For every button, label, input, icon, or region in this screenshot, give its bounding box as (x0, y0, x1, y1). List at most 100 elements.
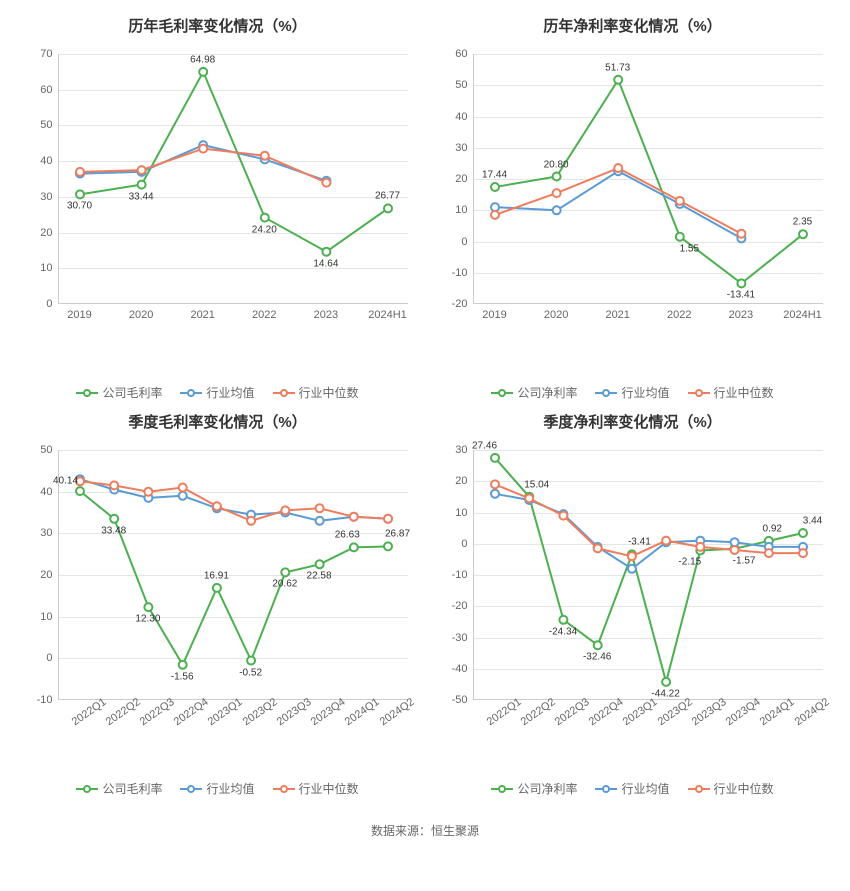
legend-label: 行业均值 (621, 780, 669, 797)
series-marker-industry_median (491, 211, 499, 219)
x-tick-label: 2023 (729, 303, 753, 321)
series-marker-company (799, 529, 807, 537)
series-marker-industry_median (76, 477, 84, 485)
series-marker-company (662, 678, 670, 686)
legend-item-company[interactable]: 公司毛利率 (76, 780, 162, 797)
series-marker-company (349, 543, 357, 551)
legend-item-company[interactable]: 公司净利率 (491, 384, 577, 401)
chart-box: 010203040506070201920202021202220232024H… (18, 44, 418, 344)
series-marker-industry_avg (315, 517, 323, 525)
x-tick-label: 2020 (129, 303, 153, 321)
x-tick-label: 2020 (544, 303, 568, 321)
y-tick-label: 20 (455, 475, 473, 487)
series-marker-industry_median (675, 197, 683, 205)
y-tick-label: -20 (452, 298, 474, 310)
y-tick-label: 30 (455, 142, 473, 154)
legend-item-company[interactable]: 公司净利率 (491, 780, 577, 797)
series-marker-company (322, 248, 330, 256)
y-tick-label: -50 (452, 694, 474, 706)
series-marker-industry_median (491, 480, 499, 488)
data-source-footer: 数据来源：恒生聚源 (10, 822, 840, 839)
series-marker-company (384, 204, 392, 212)
series-marker-industry_median (322, 179, 330, 187)
legend-item-industry_avg[interactable]: 行业均值 (180, 780, 254, 797)
series-marker-industry_median (614, 164, 622, 172)
series-marker-industry_median (281, 506, 289, 514)
y-tick-label: 30 (40, 527, 58, 539)
y-tick-label: 10 (40, 611, 58, 623)
x-tick-label: 2021 (605, 303, 629, 321)
legend-label: 行业中位数 (714, 384, 774, 401)
plot-area: -20-100102030405060201920202021202220232… (473, 54, 823, 304)
y-tick-label: 50 (455, 79, 473, 91)
x-tick-label: 2024H1 (783, 303, 822, 321)
series-marker-industry_median (76, 168, 84, 176)
y-tick-label: 30 (40, 191, 58, 203)
legend-label: 行业均值 (206, 780, 254, 797)
chart-panel-annual-net: 历年净利率变化情况（%）-20-100102030405060201920202… (425, 10, 840, 406)
chart-svg (59, 450, 408, 699)
plot-area: 010203040506070201920202021202220232024H… (58, 54, 408, 304)
series-line-industry_median (80, 481, 388, 521)
series-marker-company (76, 190, 84, 198)
legend-item-industry_median[interactable]: 行业中位数 (273, 780, 359, 797)
y-tick-label: 20 (40, 569, 58, 581)
x-tick-label: 2022 (667, 303, 691, 321)
legend-swatch (180, 388, 202, 398)
x-tick-label: 2019 (67, 303, 91, 321)
chart-box: -20-100102030405060201920202021202220232… (433, 44, 833, 344)
legend-item-company[interactable]: 公司毛利率 (76, 384, 162, 401)
series-marker-industry_median (212, 502, 220, 510)
legend-item-industry_median[interactable]: 行业中位数 (688, 780, 774, 797)
series-marker-industry_median (764, 549, 772, 557)
series-marker-company (110, 515, 118, 523)
series-marker-company (144, 603, 152, 611)
y-tick-label: 10 (40, 262, 58, 274)
y-tick-label: 0 (46, 298, 58, 310)
series-marker-company (315, 560, 323, 568)
series-marker-industry_median (627, 552, 635, 560)
y-tick-label: 40 (40, 155, 58, 167)
legend-label: 行业均值 (621, 384, 669, 401)
series-marker-company (559, 616, 567, 624)
series-marker-company (799, 230, 807, 238)
chart-legend: 公司毛利率 行业均值 行业中位数 (15, 384, 420, 401)
legend-item-industry_avg[interactable]: 行业均值 (595, 780, 669, 797)
legend-swatch (273, 388, 295, 398)
series-marker-industry_median (593, 544, 601, 552)
series-marker-company (737, 279, 745, 287)
legend-item-industry_avg[interactable]: 行业均值 (180, 384, 254, 401)
legend-swatch (688, 388, 710, 398)
y-tick-label: 0 (461, 236, 473, 248)
legend-swatch (76, 784, 98, 794)
legend-label: 行业中位数 (299, 384, 359, 401)
series-marker-company (675, 233, 683, 241)
series-marker-industry_avg (552, 206, 560, 214)
x-tick-label: 2019 (482, 303, 506, 321)
legend-swatch (180, 784, 202, 794)
series-marker-company (212, 584, 220, 592)
legend-swatch (491, 784, 513, 794)
series-marker-industry_median (384, 515, 392, 523)
chart-legend: 公司净利率 行业均值 行业中位数 (430, 384, 835, 401)
legend-item-industry_avg[interactable]: 行业均值 (595, 384, 669, 401)
y-tick-label: 0 (461, 538, 473, 550)
legend-item-industry_median[interactable]: 行业中位数 (273, 384, 359, 401)
series-marker-industry_avg (627, 565, 635, 573)
y-tick-label: 10 (455, 204, 473, 216)
chart-panel-quarterly-net: 季度净利率变化情况（%）-50-40-30-20-1001020302022Q1… (425, 406, 840, 802)
series-marker-industry_median (737, 230, 745, 238)
y-tick-label: -10 (452, 569, 474, 581)
series-line-company (495, 458, 803, 682)
x-tick-label: 2021 (190, 303, 214, 321)
series-marker-company (178, 661, 186, 669)
legend-item-industry_median[interactable]: 行业中位数 (688, 384, 774, 401)
series-marker-industry_median (315, 504, 323, 512)
series-marker-company (552, 173, 560, 181)
legend-swatch (688, 784, 710, 794)
y-tick-label: 50 (40, 444, 58, 456)
series-marker-industry_avg (178, 492, 186, 500)
plot-area: -10010203040502022Q12022Q22022Q32022Q420… (58, 450, 408, 700)
legend-label: 行业中位数 (299, 780, 359, 797)
legend-label: 公司毛利率 (102, 780, 162, 797)
